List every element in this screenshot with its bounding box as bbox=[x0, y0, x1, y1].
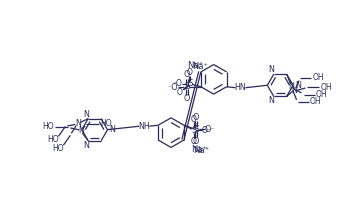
Text: HO: HO bbox=[43, 122, 54, 131]
Text: Na⁺: Na⁺ bbox=[192, 61, 208, 70]
Text: O: O bbox=[184, 94, 190, 103]
Text: OH: OH bbox=[313, 73, 324, 82]
Text: N: N bbox=[292, 86, 297, 95]
Text: Na⁺: Na⁺ bbox=[187, 61, 203, 70]
Text: N: N bbox=[78, 126, 84, 135]
Text: O: O bbox=[193, 136, 199, 145]
Text: N: N bbox=[83, 110, 89, 119]
Text: OH: OH bbox=[310, 97, 321, 106]
Text: N: N bbox=[295, 81, 301, 90]
Text: HO: HO bbox=[100, 120, 112, 129]
Text: S: S bbox=[184, 82, 190, 91]
Text: O: O bbox=[184, 70, 190, 79]
Text: N: N bbox=[268, 96, 274, 105]
Text: S: S bbox=[193, 125, 199, 134]
Text: N: N bbox=[75, 119, 81, 128]
Text: O⁻: O⁻ bbox=[202, 126, 212, 135]
Text: ⁻O: ⁻O bbox=[168, 83, 178, 92]
Text: N: N bbox=[110, 125, 116, 134]
Text: HO: HO bbox=[48, 135, 59, 144]
Text: N: N bbox=[289, 83, 295, 92]
Text: ⁻O: ⁻O bbox=[172, 79, 182, 88]
Text: N: N bbox=[83, 140, 89, 150]
Text: S: S bbox=[191, 126, 197, 135]
Text: O: O bbox=[191, 115, 197, 124]
Text: OH: OH bbox=[315, 90, 327, 99]
Text: S: S bbox=[187, 79, 193, 88]
Text: OH: OH bbox=[320, 83, 332, 92]
Text: N: N bbox=[268, 65, 274, 74]
Text: O: O bbox=[177, 88, 183, 97]
Text: Na⁺: Na⁺ bbox=[193, 146, 209, 155]
Text: O: O bbox=[193, 113, 199, 122]
Text: O⁻: O⁻ bbox=[204, 125, 215, 134]
Text: O: O bbox=[191, 136, 197, 145]
Text: O: O bbox=[187, 68, 193, 77]
Text: Na⁺: Na⁺ bbox=[191, 145, 207, 154]
Text: HN: HN bbox=[234, 83, 246, 92]
Text: HO: HO bbox=[53, 144, 64, 153]
Text: NH: NH bbox=[139, 122, 150, 131]
